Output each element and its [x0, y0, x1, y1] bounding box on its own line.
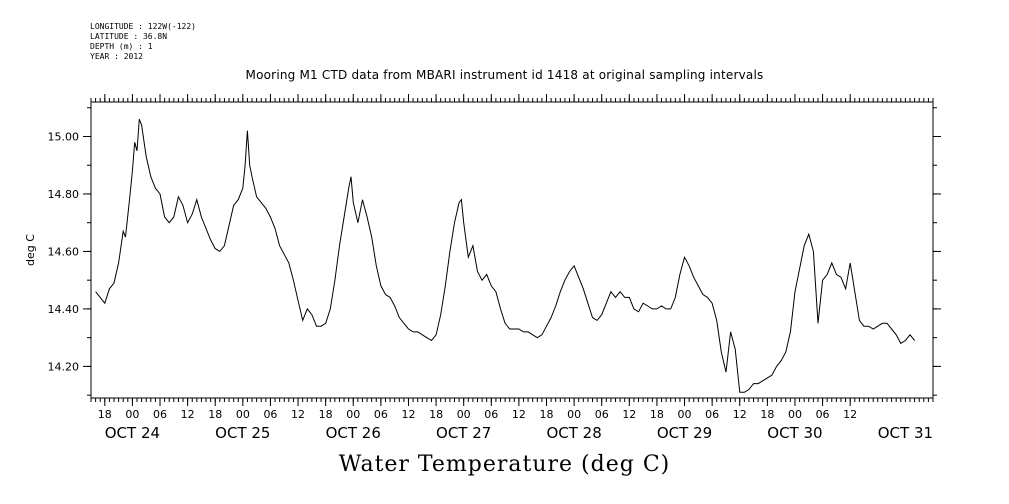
x-tick-label: 18: [650, 408, 664, 421]
y-tick-label: 14.20: [48, 360, 80, 373]
x-tick-label: 18: [429, 408, 443, 421]
x-tick-label: 06: [153, 408, 167, 421]
x-day-label: OCT 27: [436, 424, 491, 442]
x-axis: 18 00 06 12 18 00 06 12 18 00 06 12 18 00 06 12 18 00 06 12…: [98, 94, 933, 442]
x-tick-label: 00: [236, 408, 250, 421]
x-tick-label: 12: [733, 408, 747, 421]
metadata-block: LONGITUDE : 122W(-122) LATITUDE : 36.8N …: [90, 22, 196, 62]
x-tick-label: 06: [484, 408, 498, 421]
x-tick-label: 06: [595, 408, 609, 421]
x-day-label: OCT 29: [657, 424, 712, 442]
x-day-label: OCT 30: [767, 424, 822, 442]
x-tick-label: 06: [705, 408, 719, 421]
x-tick-label: 00: [788, 408, 802, 421]
x-tick-label: 06: [816, 408, 830, 421]
year-text: YEAR : 2012: [90, 52, 143, 61]
x-tick-label: 00: [125, 408, 139, 421]
x-tick-label: 18: [540, 408, 554, 421]
y-axis-label: deg C: [24, 234, 37, 266]
longitude-text: LONGITUDE : 122W(-122): [90, 22, 196, 31]
x-tick-label: 18: [319, 408, 333, 421]
x-tick-label: 00: [457, 408, 471, 421]
x-tick-label: 12: [181, 408, 195, 421]
x-day-label: OCT 26: [326, 424, 381, 442]
latitude-text: LATITUDE : 36.8N: [90, 32, 168, 41]
x-tick-label: 06: [374, 408, 388, 421]
x-axis-title: Water Temperature (deg C): [338, 452, 671, 477]
x-tick-label: 12: [512, 408, 526, 421]
plot-frame: [90, 101, 934, 399]
x-day-label: OCT 25: [215, 424, 270, 442]
y-tick-label: 14.80: [48, 188, 80, 201]
x-tick-label: 00: [346, 408, 360, 421]
y-tick-label: 14.60: [48, 245, 80, 258]
x-tick-label: 12: [843, 408, 857, 421]
x-tick-label: 18: [208, 408, 222, 421]
x-tick-label: 18: [98, 408, 112, 421]
temperature-line: [95, 119, 915, 393]
x-day-label: OCT 28: [546, 424, 601, 442]
x-tick-label: 00: [567, 408, 581, 421]
y-tick-label: 14.40: [48, 303, 80, 316]
x-tick-label: 12: [622, 408, 636, 421]
minor-ticks: [87, 98, 937, 402]
x-tick-label: 12: [401, 408, 415, 421]
y-tick-label: 15.00: [48, 130, 80, 143]
depth-text: DEPTH (m) : 1: [90, 42, 153, 51]
x-tick-label: 12: [291, 408, 305, 421]
x-tick-label: 18: [760, 408, 774, 421]
x-tick-label: 06: [263, 408, 277, 421]
x-tick-label: 00: [678, 408, 692, 421]
y-axis: 14.20 14.40 14.60 14.80 15.00: [48, 130, 941, 373]
chart-title: Mooring M1 CTD data from MBARI instrumen…: [245, 68, 764, 82]
x-day-label: OCT 31: [878, 424, 933, 442]
x-day-label: OCT 24: [105, 424, 160, 442]
